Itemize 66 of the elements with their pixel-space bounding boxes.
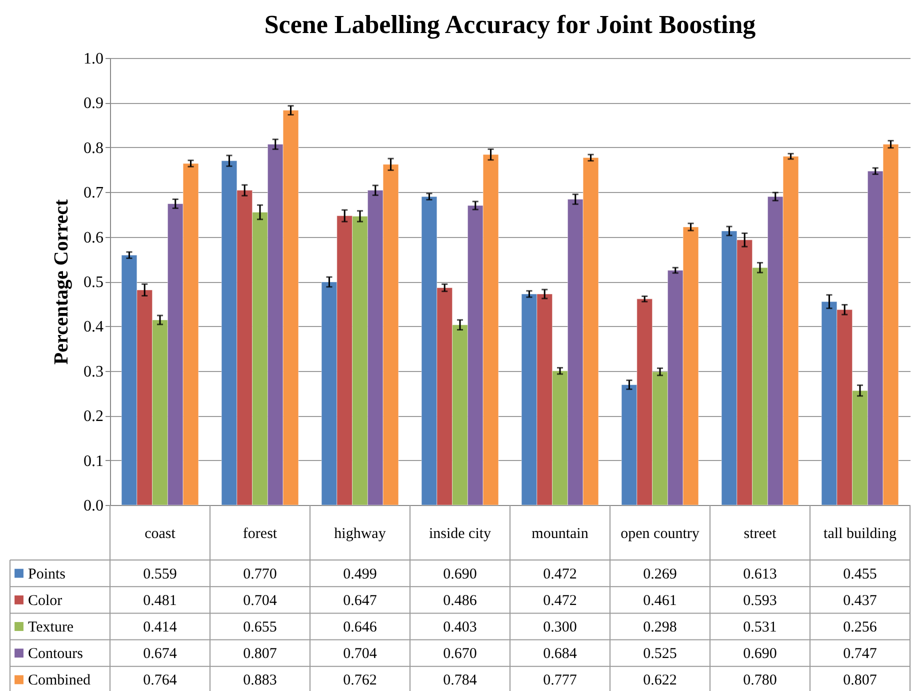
y-tick-label: 0.3 [84, 363, 104, 380]
legend-label: Contours [28, 646, 84, 662]
y-tick-label: 1.0 [84, 50, 104, 68]
data-label: 0.300 [543, 620, 577, 636]
x-tick-label: street [744, 526, 778, 542]
legend-label: Color [28, 592, 62, 609]
x-tick-label: forest [242, 526, 278, 542]
y-axis-title: Percentage Correct [50, 199, 72, 365]
data-label: 0.690 [443, 566, 477, 582]
data-label: 0.655 [243, 620, 277, 636]
data-label: 0.807 [843, 672, 878, 689]
data-label: 0.472 [543, 592, 577, 609]
data-label: 0.883 [243, 672, 277, 689]
data-label: 0.780 [743, 672, 777, 689]
data-label: 0.670 [443, 646, 477, 662]
data-label: 0.684 [543, 646, 578, 662]
y-tick-label: 0.8 [84, 140, 104, 157]
data-label: 0.807 [243, 646, 278, 662]
x-tick-label: highway [334, 526, 386, 542]
y-tick-label: 0.7 [84, 184, 104, 202]
data-label: 0.647 [343, 592, 378, 609]
legend-label: Points [28, 566, 66, 582]
data-label: 0.472 [543, 566, 577, 582]
x-tick-label: inside city [428, 526, 492, 542]
x-tick-label: mountain [532, 526, 589, 542]
data-label: 0.455 [843, 566, 877, 582]
data-label: 0.461 [643, 592, 677, 609]
data-label: 0.525 [643, 646, 677, 662]
chart-title: Scene Labelling Accuracy for Joint Boosting [264, 10, 756, 39]
y-tick-label: 0.0 [84, 498, 104, 514]
y-tick-label: 0.2 [84, 408, 104, 426]
data-label: 0.613 [743, 566, 777, 582]
y-tick-label: 0.9 [84, 95, 104, 112]
data-label: 0.646 [343, 620, 378, 636]
data-label: 0.403 [443, 620, 477, 636]
x-tick-label: open country [620, 526, 700, 542]
y-tick-label: 0.5 [84, 274, 104, 291]
x-tick-label: tall building [824, 526, 897, 542]
data-label: 0.777 [543, 672, 578, 689]
data-label: 0.593 [743, 592, 777, 609]
data-label: 0.747 [843, 646, 878, 662]
legend-label: Combined [28, 672, 91, 689]
data-label: 0.256 [843, 620, 878, 636]
data-label: 0.499 [343, 566, 377, 582]
data-label: 0.437 [843, 592, 878, 609]
y-tick-label: 0.4 [84, 318, 104, 336]
y-tick-label: 0.1 [84, 452, 104, 470]
data-label: 0.770 [243, 566, 277, 582]
data-label: 0.762 [343, 672, 377, 689]
data-label: 0.481 [143, 592, 177, 609]
data-label: 0.414 [143, 620, 178, 636]
x-tick-label: coast [144, 526, 176, 542]
data-label: 0.622 [643, 672, 677, 689]
data-label: 0.298 [643, 620, 677, 636]
y-tick-label: 0.6 [84, 229, 104, 246]
data-label: 0.269 [643, 566, 677, 582]
data-label: 0.531 [743, 620, 777, 636]
legend-label: Texture [28, 620, 74, 636]
data-label: 0.674 [143, 646, 178, 662]
data-label: 0.690 [743, 646, 777, 662]
data-label: 0.764 [143, 672, 178, 689]
data-label: 0.559 [143, 566, 177, 582]
data-label: 0.704 [343, 646, 378, 662]
data-label: 0.486 [443, 592, 478, 609]
data-label: 0.704 [243, 592, 278, 609]
data-label: 0.784 [443, 672, 478, 689]
